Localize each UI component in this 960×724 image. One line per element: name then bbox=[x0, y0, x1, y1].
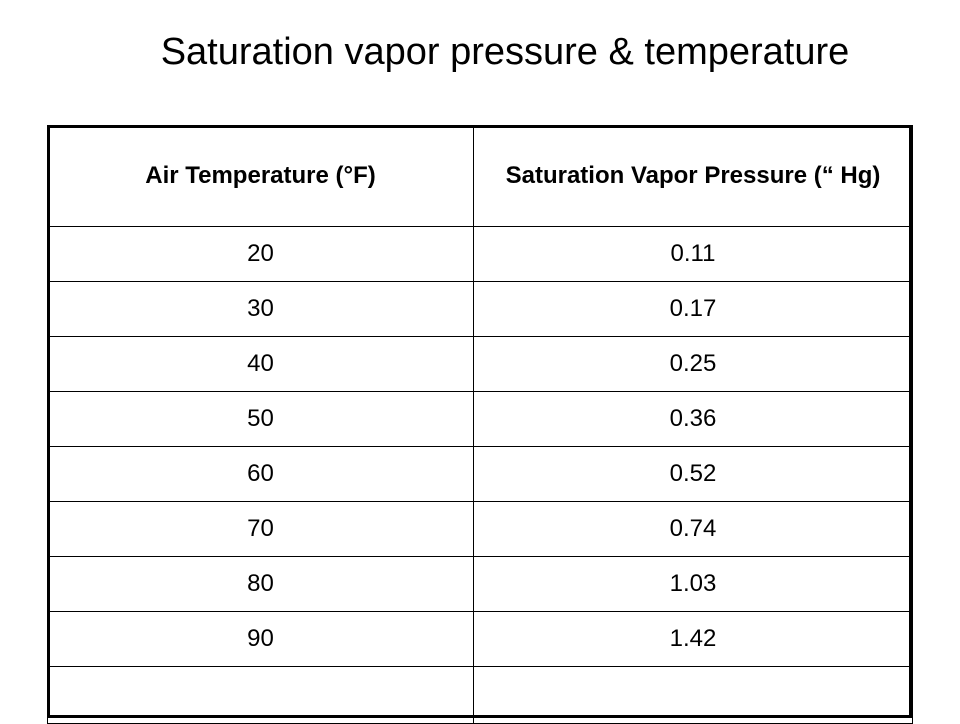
header-air-temperature: Air Temperature (°F) bbox=[47, 125, 474, 227]
table-row: 90 1.42 bbox=[47, 611, 913, 667]
pressure-cell: 0.52 bbox=[473, 446, 913, 502]
temperature-cell: 70 bbox=[47, 501, 474, 557]
temperature-cell bbox=[47, 666, 474, 724]
empty-table-row bbox=[47, 666, 913, 724]
header-saturation-vapor-pressure: Saturation Vapor Pressure (“ Hg) bbox=[473, 125, 913, 227]
pressure-cell bbox=[473, 666, 913, 724]
table-header: Air Temperature (°F) Saturation Vapor Pr… bbox=[47, 125, 913, 227]
table-body: 20 0.11 30 0.17 40 0.25 50 0.36 60 0.52 … bbox=[47, 226, 913, 724]
temperature-cell: 30 bbox=[47, 281, 474, 337]
temperature-cell: 80 bbox=[47, 556, 474, 612]
pressure-cell: 0.11 bbox=[473, 226, 913, 282]
pressure-cell: 0.36 bbox=[473, 391, 913, 447]
temperature-cell: 40 bbox=[47, 336, 474, 392]
temperature-cell: 90 bbox=[47, 611, 474, 667]
table-row: 80 1.03 bbox=[47, 556, 913, 612]
pressure-cell: 0.25 bbox=[473, 336, 913, 392]
pressure-cell: 0.17 bbox=[473, 281, 913, 337]
page-title: Saturation vapor pressure & temperature bbox=[160, 31, 850, 73]
temperature-cell: 20 bbox=[47, 226, 474, 282]
temperature-cell: 60 bbox=[47, 446, 474, 502]
pressure-cell: 1.42 bbox=[473, 611, 913, 667]
table-row: 20 0.11 bbox=[47, 226, 913, 282]
temperature-cell: 50 bbox=[47, 391, 474, 447]
header-row: Air Temperature (°F) Saturation Vapor Pr… bbox=[47, 125, 913, 227]
data-table: Air Temperature (°F) Saturation Vapor Pr… bbox=[47, 125, 913, 724]
table-row: 30 0.17 bbox=[47, 281, 913, 337]
table-row: 60 0.52 bbox=[47, 446, 913, 502]
pressure-cell: 1.03 bbox=[473, 556, 913, 612]
pressure-cell: 0.74 bbox=[473, 501, 913, 557]
table-row: 70 0.74 bbox=[47, 501, 913, 557]
table-row: 50 0.36 bbox=[47, 391, 913, 447]
table-row: 40 0.25 bbox=[47, 336, 913, 392]
